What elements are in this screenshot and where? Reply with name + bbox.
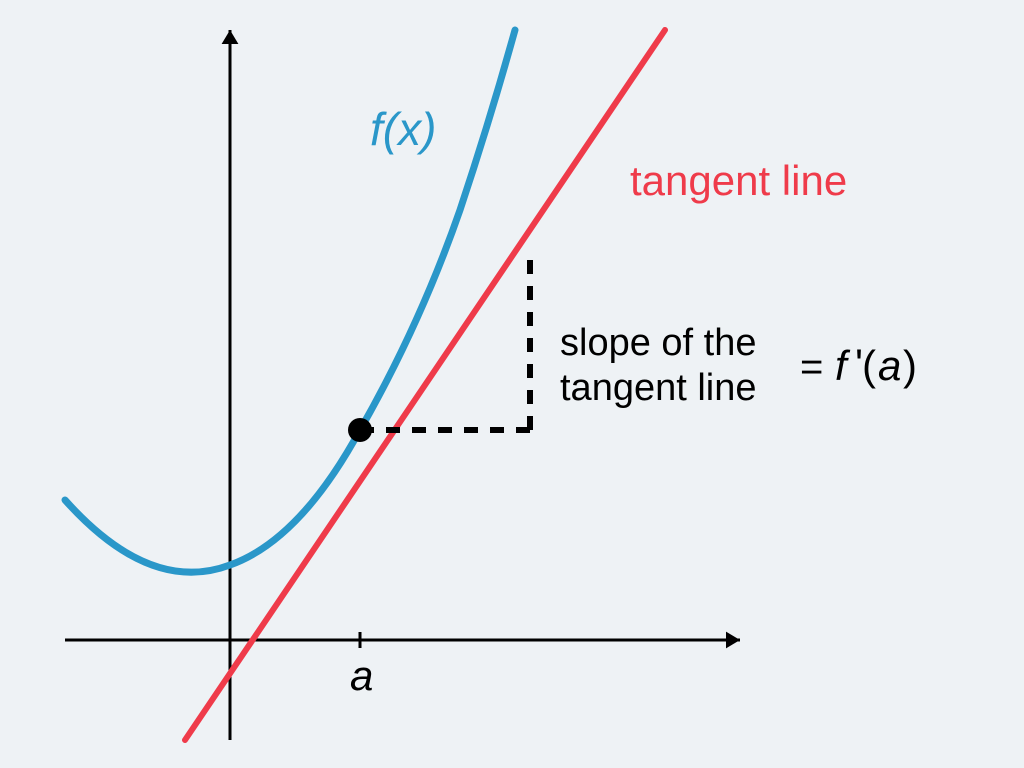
label-fprime-close: ) [903,342,917,389]
tangent-diagram: f(x) tangent line a slope of the tangent… [0,0,1024,768]
label-a: a [350,652,373,699]
label-slope-line2: tangent line [560,367,757,409]
label-tangent-line: tangent line [630,157,847,204]
label-equals: = [800,345,823,389]
tangency-point [348,418,372,442]
label-fprime-open: ( [862,342,876,389]
label-fprime-a: a [878,342,901,389]
label-slope-line1: slope of the [560,322,756,364]
label-fx: f(x) [370,103,436,155]
